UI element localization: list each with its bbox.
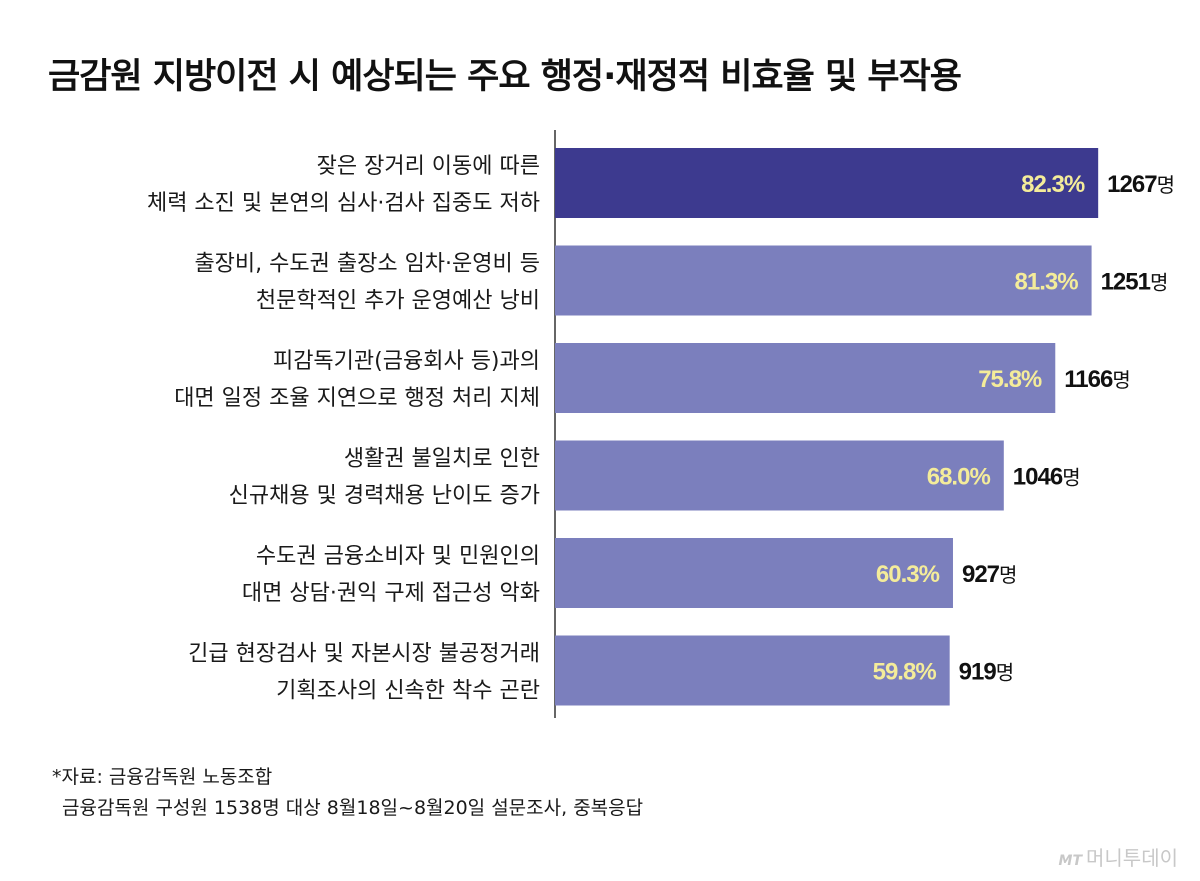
value-label: 60.3% [876, 561, 940, 588]
value-label: 75.8% [978, 366, 1042, 393]
value-label: 59.8% [873, 659, 937, 686]
category-label: 체력 소진 및 본연의 심사·검사 집중도 저하 [147, 191, 540, 216]
category-label: 대면 일정 조율 지연으로 행정 처리 지체 [174, 386, 540, 411]
count-label: 1166명 [1064, 366, 1130, 393]
category-label: 출장비, 수도권 출장소 임차·운영비 등 [194, 252, 540, 277]
count-label: 1046명 [1013, 464, 1081, 491]
category-label: 피감독기관(금융회사 등)과의 [273, 349, 540, 374]
credit-mark: MT [1058, 853, 1082, 869]
chart-title: 금감원 지방이전 시 예상되는 주요 행정·재정적 비효율 및 부작용 [48, 57, 962, 97]
count-label: 919명 [959, 659, 1014, 686]
count-label: 1267명 [1107, 171, 1175, 198]
category-label: 생활권 불일치로 인한 [344, 447, 540, 472]
category-label: 대면 상담·권익 구제 접근성 악화 [242, 581, 540, 606]
count-label: 927명 [962, 561, 1017, 588]
credit-logo: MT 머니투데이 [1059, 842, 1178, 871]
category-label: 기획조사의 신속한 착수 곤란 [276, 679, 540, 704]
bar [555, 343, 1056, 413]
category-label: 잦은 장거리 이동에 따른 [317, 154, 540, 179]
credit-text: 머니투데이 [1086, 846, 1178, 870]
footnote-survey: 금융감독원 구성원 1538명 대상 8월18일~8월20일 설문조사, 중복응… [62, 797, 644, 819]
value-label: 81.3% [1015, 269, 1079, 296]
bar [555, 440, 1004, 511]
bar [555, 538, 953, 608]
bar [555, 635, 950, 706]
category-label: 수도권 금융소비자 및 민원인의 [256, 544, 540, 569]
category-label: 천문학적인 추가 운영예산 낭비 [256, 289, 540, 314]
footnote-source: *자료: 금융감독원 노동조합 [52, 766, 273, 788]
category-label: 긴급 현장검사 및 자본시장 불공정거래 [188, 642, 540, 667]
value-label: 68.0% [927, 464, 991, 491]
bar [555, 245, 1092, 316]
value-label: 82.3% [1021, 171, 1085, 198]
category-label: 신규채용 및 경력채용 난이도 증가 [229, 484, 540, 509]
count-label: 1251명 [1101, 269, 1169, 296]
bar [555, 148, 1099, 218]
